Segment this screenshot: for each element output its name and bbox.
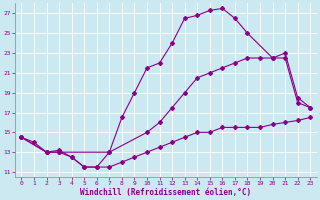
X-axis label: Windchill (Refroidissement éolien,°C): Windchill (Refroidissement éolien,°C)	[80, 188, 252, 197]
